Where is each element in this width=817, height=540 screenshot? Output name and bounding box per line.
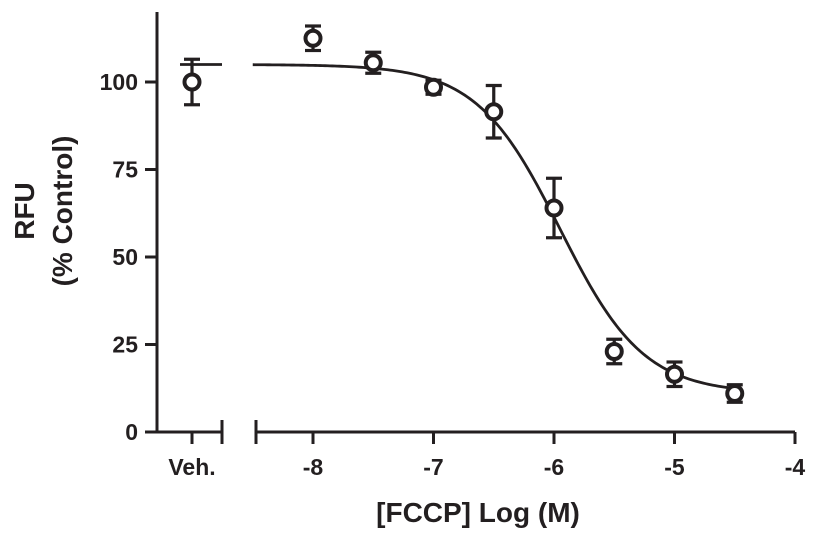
y-tick-label: 25 bbox=[112, 332, 138, 358]
x-tick-label: -5 bbox=[664, 454, 685, 480]
ticks: 0 25 50 75 100 -8 -7 -6 -5 -4 Veh. bbox=[100, 69, 806, 480]
y-tick-label: 75 bbox=[112, 157, 138, 183]
axes bbox=[155, 12, 795, 444]
y-tick-label: 0 bbox=[125, 419, 138, 445]
x-axis-title: [FCCP] Log (M) bbox=[376, 497, 580, 528]
data-point bbox=[484, 102, 504, 122]
data-point bbox=[665, 364, 684, 384]
data-marks bbox=[182, 24, 745, 404]
data-point bbox=[363, 53, 383, 73]
data-point bbox=[604, 342, 624, 361]
y-axis-title-line-2: (% Control) bbox=[47, 136, 78, 287]
data-point-vehicle bbox=[182, 72, 202, 92]
x-tick-label: -7 bbox=[423, 454, 443, 480]
data-point bbox=[725, 384, 745, 403]
data-point bbox=[303, 28, 323, 48]
y-tick-label: 100 bbox=[100, 69, 138, 95]
y-axis-title-line-1: RFU bbox=[9, 182, 40, 240]
x-tick-label: -6 bbox=[544, 454, 564, 480]
x-tick-label-vehicle: Veh. bbox=[168, 454, 215, 480]
fit-curve-group bbox=[180, 63, 735, 390]
x-tick-label: -8 bbox=[303, 454, 324, 480]
x-tick-label: -4 bbox=[785, 454, 806, 480]
data-point bbox=[544, 198, 564, 218]
y-tick-label: 50 bbox=[112, 244, 138, 270]
data-point bbox=[424, 77, 443, 97]
